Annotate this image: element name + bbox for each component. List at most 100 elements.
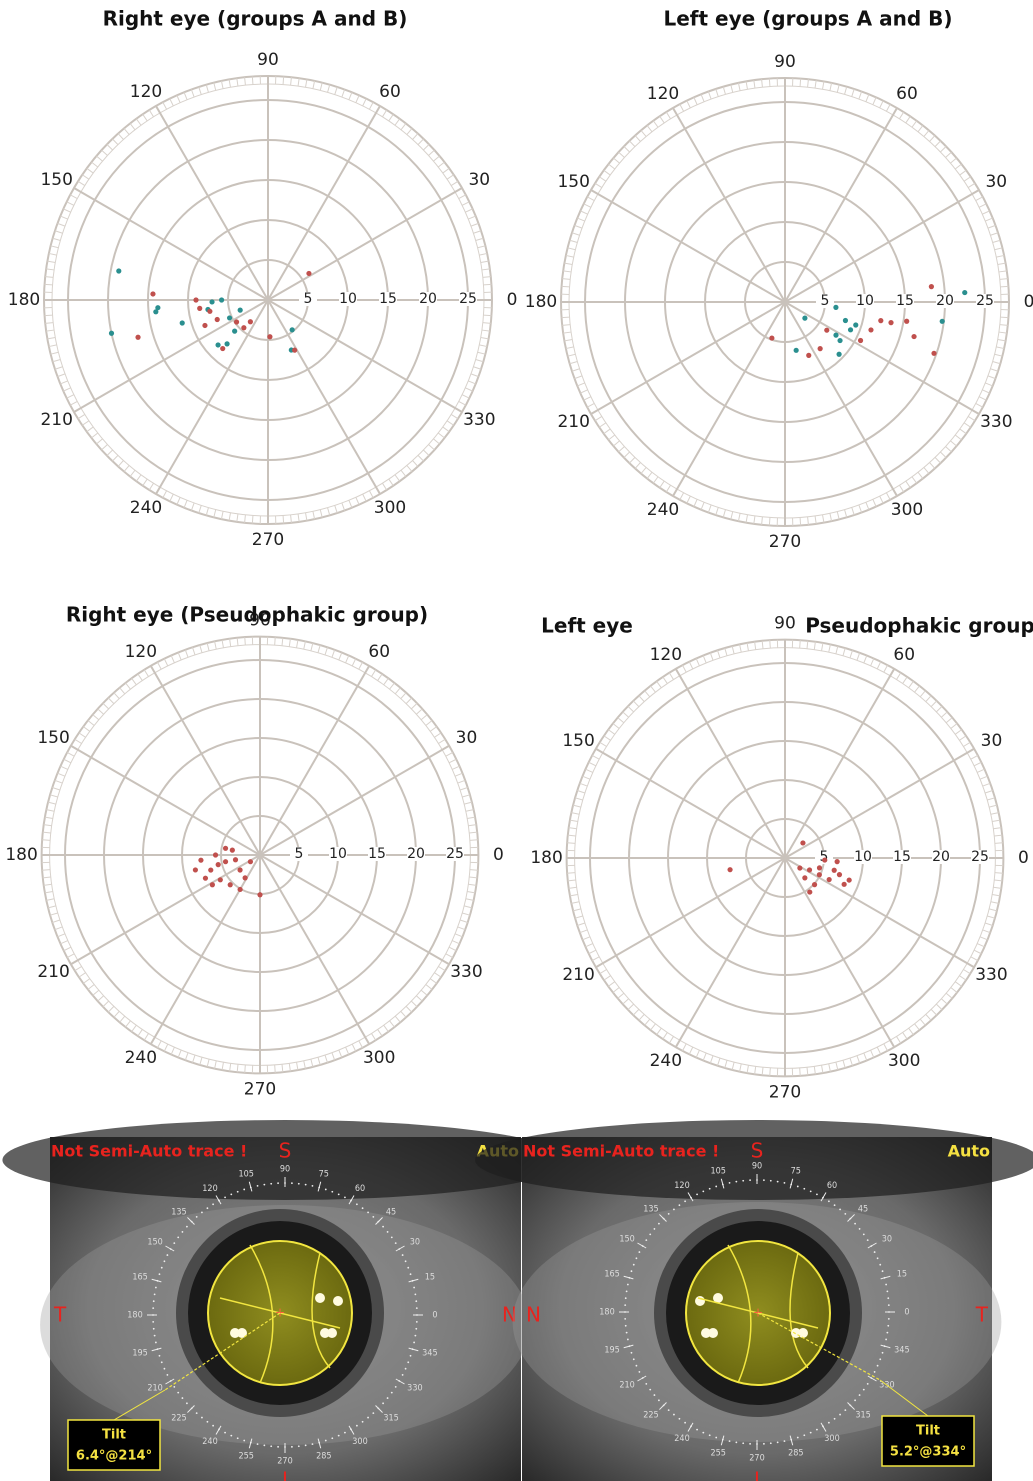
polar-chart: 0306090120150180210240270300330510152025…	[8, 7, 518, 551]
point	[835, 859, 840, 864]
angle-label: 240	[130, 498, 162, 518]
point	[797, 865, 802, 870]
band-tick	[282, 638, 283, 646]
dial-label: 255	[710, 1449, 725, 1459]
band-tick	[289, 1063, 290, 1071]
dial-dot	[797, 1186, 799, 1188]
band-tick	[815, 80, 816, 88]
band-tick	[63, 388, 70, 391]
warning: Not Semi-Auto trace !	[51, 1142, 247, 1161]
dial-label: 240	[674, 1434, 689, 1444]
band-tick	[185, 650, 188, 658]
dial-dot	[407, 1267, 409, 1269]
band-tick	[416, 996, 422, 1001]
band-tick	[946, 993, 952, 998]
band-tick	[70, 195, 77, 199]
band-tick	[716, 507, 718, 515]
dial-dot	[305, 1184, 307, 1186]
band-tick	[866, 94, 869, 101]
dial-dot	[763, 1179, 765, 1181]
band-tick	[915, 686, 920, 692]
band-tick	[55, 927, 63, 930]
band-tick	[999, 271, 1007, 272]
dial-dot	[270, 1183, 272, 1185]
band-tick	[306, 79, 307, 87]
band-tick	[87, 427, 93, 432]
r-tick-label: 15	[368, 846, 386, 862]
band-tick	[651, 1024, 656, 1030]
point	[219, 297, 224, 302]
dial-dot	[839, 1414, 841, 1416]
band-tick	[608, 730, 614, 735]
band-tick	[964, 177, 971, 181]
band-tick	[199, 505, 201, 513]
band-tick	[592, 755, 599, 759]
band-tick	[252, 515, 253, 523]
band-tick	[112, 455, 118, 461]
dial-dot	[338, 1435, 340, 1437]
dial-label: 150	[147, 1238, 162, 1248]
band-tick	[964, 423, 971, 427]
band-tick	[660, 481, 664, 488]
dial-dot	[645, 1383, 647, 1385]
chart-title: Left eye (groups A and B)	[664, 7, 953, 31]
band-tick	[836, 646, 838, 654]
point	[243, 875, 248, 880]
dial-dot	[679, 1204, 681, 1206]
dial-dot	[729, 1182, 731, 1184]
dial-dot	[372, 1412, 374, 1414]
spoke	[268, 188, 462, 300]
band-tick	[207, 1059, 209, 1067]
dial-dot	[633, 1358, 635, 1360]
point	[109, 331, 114, 336]
band-tick	[96, 439, 102, 444]
band-tick	[471, 223, 479, 226]
band-tick	[580, 783, 588, 786]
spoke	[785, 190, 979, 302]
spoke	[268, 300, 380, 494]
dial-dot	[362, 1207, 364, 1209]
band-tick	[93, 715, 99, 720]
band-tick	[458, 780, 466, 783]
angle-label: 30	[456, 728, 478, 748]
dial-label: 285	[788, 1449, 803, 1459]
reflection	[701, 1328, 711, 1338]
dial-dot	[749, 1443, 751, 1445]
dial-label: 225	[171, 1414, 186, 1424]
point	[858, 338, 863, 343]
band-tick	[718, 1058, 720, 1066]
band-tick	[994, 880, 1002, 881]
band-tick	[382, 483, 386, 490]
angle-label: 0	[1024, 292, 1033, 312]
band-tick	[708, 505, 711, 513]
band-tick	[829, 1064, 831, 1072]
band-tick	[814, 1066, 815, 1074]
band-tick	[79, 733, 86, 737]
dial-dot	[885, 1339, 887, 1341]
band-tick	[112, 139, 118, 145]
dial-dot	[312, 1185, 314, 1187]
band-tick	[624, 452, 630, 458]
point	[911, 334, 916, 339]
chart-title: Left eye	[541, 614, 633, 638]
band-tick	[926, 1014, 931, 1020]
dial-dot	[263, 1184, 265, 1186]
dial-dot	[742, 1180, 744, 1182]
band-tick	[418, 455, 424, 461]
band-tick	[687, 496, 691, 503]
dial-label: 270	[749, 1454, 764, 1464]
band-tick	[58, 223, 66, 226]
angle-label: 300	[363, 1048, 395, 1068]
dial-label: 315	[855, 1411, 870, 1421]
band-tick	[171, 1047, 174, 1054]
band-tick	[959, 736, 966, 740]
r-tick-label: 5	[304, 291, 313, 307]
dial-dot	[645, 1239, 647, 1241]
spoke	[260, 855, 449, 964]
dial-dot	[367, 1212, 369, 1214]
band-tick	[378, 1029, 382, 1036]
band-tick	[562, 286, 570, 287]
band-tick	[651, 686, 656, 692]
band-tick	[462, 913, 470, 915]
angle-label: 30	[985, 172, 1007, 192]
